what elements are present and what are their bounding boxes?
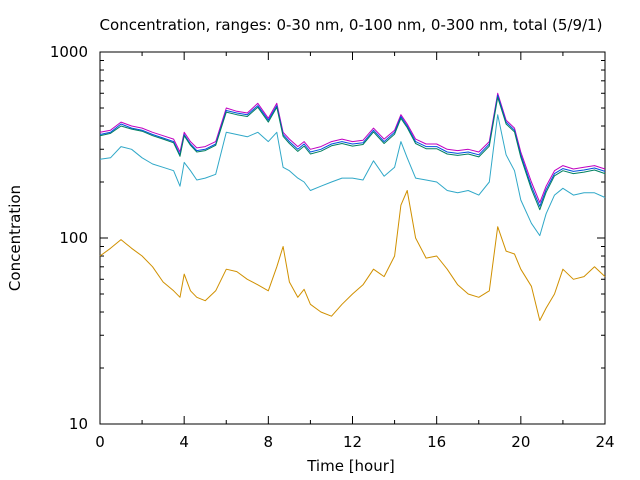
series-line-4 — [99, 114, 606, 237]
x-tick-label: 16 — [427, 433, 446, 451]
x-tick-label: 20 — [511, 433, 530, 451]
x-tick-label: 12 — [343, 433, 362, 451]
y-tick-label: 1000 — [50, 43, 88, 61]
series-line-1 — [99, 92, 606, 204]
x-tick-label: 0 — [95, 433, 105, 451]
series-line-5 — [99, 190, 606, 321]
x-tick-label: 8 — [264, 433, 274, 451]
series-line-2 — [99, 94, 606, 207]
x-tick-label: 4 — [179, 433, 189, 451]
axis-ticks: 0 4 8 12 16 20 24 10 100 1000 — [50, 43, 615, 451]
series-layer — [99, 92, 606, 321]
y-axis-label: Concentration — [6, 185, 24, 291]
series-line-3 — [99, 96, 606, 211]
plot-frame — [99, 51, 606, 425]
chart-title: Concentration, ranges: 0-30 nm, 0-100 nm… — [100, 16, 603, 34]
y-tick-label: 10 — [69, 415, 88, 433]
x-axis-label: Time [hour] — [306, 457, 395, 475]
x-tick-label: 24 — [595, 433, 614, 451]
y-tick-label: 100 — [59, 229, 88, 247]
